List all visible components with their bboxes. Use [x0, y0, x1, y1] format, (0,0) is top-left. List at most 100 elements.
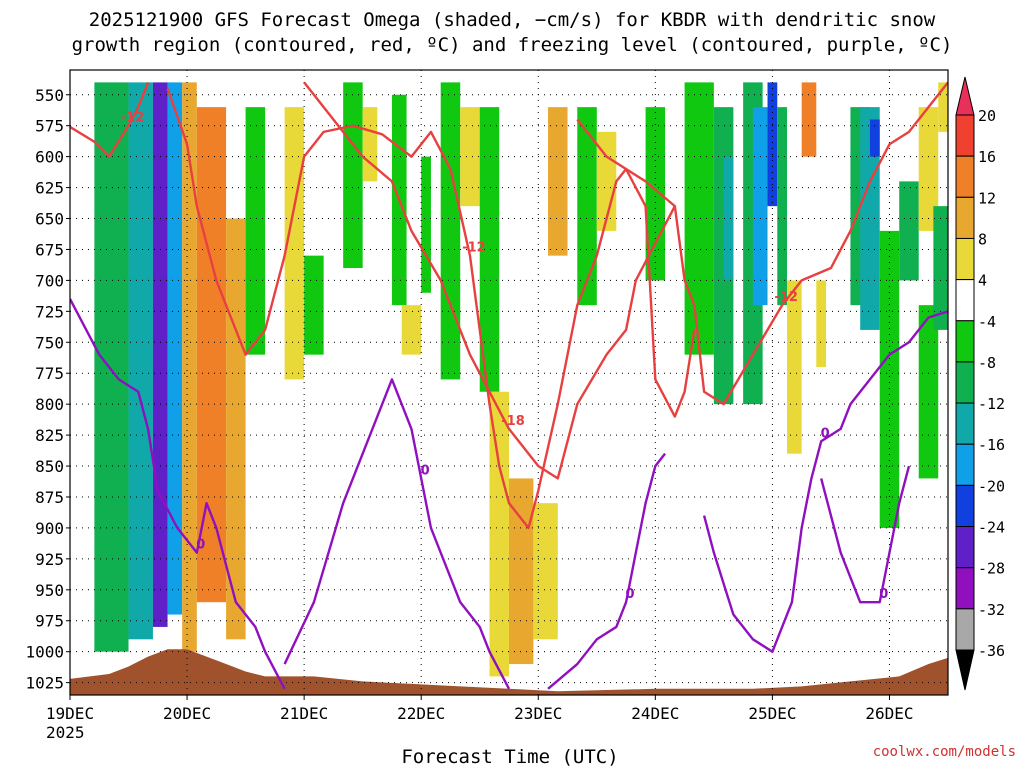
x-tick-label: 23DEC	[514, 704, 562, 723]
omega-shading-cell	[938, 82, 948, 132]
plot-area: -12 -12 -18 -12 0 0 0 0 0	[69, 69, 949, 696]
freezing-level-contour-label: 0	[421, 463, 430, 478]
credit-text: coolwx.com/models	[873, 744, 1016, 760]
y-tick-label: 550	[35, 86, 64, 105]
y-tick-label: 1025	[25, 674, 64, 693]
omega-shading-cell	[152, 82, 168, 627]
y-tick-label: 675	[35, 240, 64, 259]
y-tick-label: 625	[35, 179, 64, 198]
y-tick-label: 775	[35, 364, 64, 383]
dgz-isotherm-label: -18	[501, 414, 525, 429]
dgz-isotherm-label: -12	[121, 111, 145, 126]
dgz-isotherm	[303, 81, 676, 480]
omega-shading-cell	[645, 107, 666, 281]
omega-shading-cell	[479, 107, 500, 392]
colorbar-label: 20	[978, 107, 996, 125]
colorbar-swatch	[955, 443, 975, 486]
colorbar-label: -20	[978, 477, 1005, 495]
colorbar-label: -32	[978, 601, 1005, 619]
omega-shading-cell	[933, 206, 948, 330]
omega-shading-cell	[489, 391, 509, 677]
omega-shading-cell	[460, 107, 480, 207]
dgz-isotherm-label: -12	[774, 290, 798, 305]
chart-title-line-1: 2025121900 GFS Forecast Omega (shaded, −…	[89, 9, 936, 31]
colorbar-label: 12	[978, 189, 996, 207]
omega-shading-cell	[440, 82, 461, 380]
y-tick-label: 900	[35, 519, 64, 538]
terrain-surface	[70, 649, 948, 695]
x-axis-title: Forecast Time (UTC)	[401, 746, 618, 768]
omega-shading-cell	[801, 82, 817, 157]
omega-shading-cell	[860, 107, 880, 330]
y-tick-label: 575	[35, 117, 64, 136]
freezing-level-contour	[702, 310, 948, 653]
y-tick-label: 875	[35, 488, 64, 507]
omega-shading-cell	[167, 82, 183, 615]
colorbar-swatch	[955, 155, 975, 198]
y-tick-label: 975	[35, 612, 64, 631]
omega-shading-cell	[245, 107, 266, 355]
colorbar-label: 16	[978, 148, 996, 166]
y-tick-label: 750	[35, 333, 64, 352]
x-tick-label: 25DEC	[748, 704, 796, 723]
omega-shading-cell	[899, 181, 919, 281]
dgz-isotherm	[166, 88, 696, 530]
omega-shading-cell	[918, 107, 939, 231]
omega-shading-cell	[128, 82, 153, 640]
freezing-level-contour	[283, 378, 511, 690]
x-tick-label: 24DEC	[631, 704, 679, 723]
colorbar-swatch	[955, 361, 975, 404]
omega-shading-cell	[401, 305, 422, 355]
omega-shading-cell	[777, 107, 788, 306]
x-tick-label: 26DEC	[865, 704, 913, 723]
omega-shading-cell	[787, 280, 802, 454]
colorbar: 20 16 12 8 4 -4 -8 -12 -16 -20 -24 -28 -32 -36	[955, 76, 1005, 691]
colorbar-label: -12	[978, 395, 1005, 413]
x-tick-label: 21DEC	[280, 704, 328, 723]
freezing-level-contour-label: 0	[821, 426, 830, 441]
y-tick-label: 925	[35, 550, 64, 569]
y-tick-label: 600	[35, 148, 64, 167]
colorbar-bottom-arrow	[955, 649, 975, 691]
y-tick-label: 800	[35, 395, 64, 414]
colorbar-swatch	[955, 526, 975, 569]
y-tick-label: 700	[35, 271, 64, 290]
colorbar-label: 4	[978, 272, 987, 290]
colorbar-label: -24	[978, 519, 1005, 537]
colorbar-label: -8	[978, 354, 996, 372]
omega-shading-cell	[533, 503, 558, 640]
omega-shading-cell	[548, 107, 568, 256]
colorbar-label: -28	[978, 560, 1005, 578]
y-tick-label: 950	[35, 581, 64, 600]
omega-shading-cell	[767, 82, 778, 207]
freezing-level-contour-label: 0	[879, 587, 888, 602]
omega-shading-cell	[684, 82, 714, 355]
x-tick-label: 20DEC	[163, 704, 211, 723]
x-tick-label: 19DEC	[46, 704, 94, 723]
colorbar-swatch	[955, 114, 975, 157]
freezing-level-contour-label: 0	[626, 587, 635, 602]
y-tick-label: 725	[35, 302, 64, 321]
omega-shading-cell	[304, 255, 324, 355]
grid-lines	[70, 70, 948, 695]
colorbar-swatch	[955, 237, 975, 281]
colorbar-top-arrow	[955, 76, 975, 116]
y-tick-label: 825	[35, 426, 64, 445]
omega-shading-cell	[577, 107, 597, 306]
omega-shading-cell	[752, 107, 768, 306]
colorbar-swatch	[955, 279, 975, 322]
freezing-level-contour	[70, 298, 286, 690]
colorbar-swatch	[955, 567, 975, 610]
y-tick-label: 850	[35, 457, 64, 476]
omega-shading-cell	[723, 156, 734, 281]
omega-shading-cell	[596, 131, 617, 231]
dgz-isotherm-label: -12	[462, 241, 486, 256]
omega-shading-cell	[343, 82, 363, 269]
omega-shading-cell	[816, 280, 827, 368]
chart-title-line-2: growth region (contoured, red, ºC) and f…	[72, 34, 953, 56]
omega-shading-cell	[421, 156, 431, 293]
colorbar-label: -4	[978, 313, 996, 331]
omega-shading-cell	[196, 107, 227, 603]
colorbar-swatch	[955, 402, 975, 445]
